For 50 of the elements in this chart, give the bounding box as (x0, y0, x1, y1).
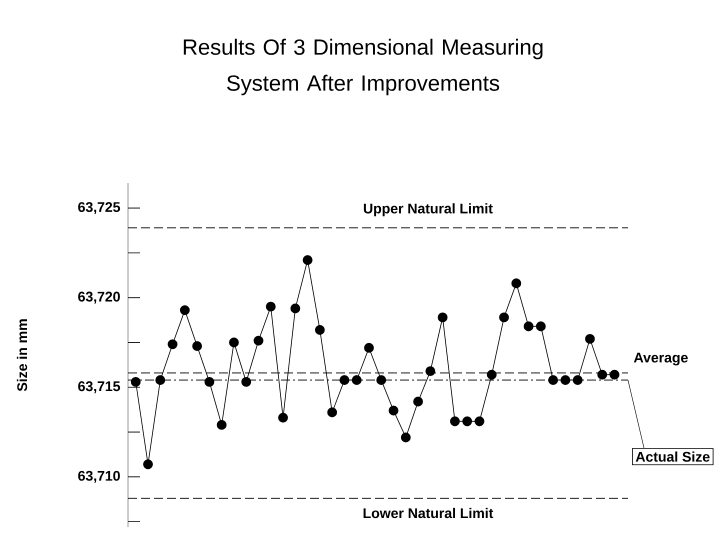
chart-title: Results Of 3 Dimensional Measuring System After Improvements (184, 38, 542, 96)
y-tick-label: 63,710 (78, 470, 120, 483)
ref-line-label: Average (634, 352, 688, 366)
point (511, 278, 522, 288)
point (572, 375, 583, 385)
point (278, 412, 288, 423)
point (548, 375, 558, 385)
point (400, 432, 411, 442)
point (266, 302, 276, 312)
ref-line-label: Lower Natural Limit (364, 508, 494, 518)
point (229, 338, 239, 348)
ref-line-label: Actual Size (636, 451, 710, 462)
point (610, 370, 620, 380)
y-tick-label: 63,720 (78, 292, 120, 304)
point (486, 370, 497, 380)
point (438, 312, 448, 322)
point (216, 420, 227, 430)
point (376, 375, 386, 385)
point (425, 366, 436, 376)
point (302, 255, 312, 265)
point (254, 336, 264, 346)
point (290, 304, 300, 314)
point (204, 376, 214, 387)
point (524, 321, 534, 332)
point (388, 406, 398, 416)
point (241, 376, 252, 387)
point (450, 416, 460, 426)
point (314, 325, 325, 335)
point (413, 396, 423, 406)
y-axis-title: Size in mm (16, 319, 28, 392)
point (364, 342, 374, 353)
point (474, 416, 484, 426)
point (340, 375, 350, 385)
y-tick-label: 63,725 (78, 202, 120, 214)
point (192, 341, 202, 351)
y-tick-label: 63,715 (78, 381, 120, 394)
point (585, 334, 595, 344)
point (462, 416, 472, 426)
point (560, 375, 570, 385)
point (499, 312, 509, 322)
point (180, 305, 190, 316)
point (597, 370, 608, 380)
point (352, 375, 362, 385)
point (155, 375, 166, 385)
point (327, 407, 338, 418)
ref-line-label: Upper Natural Limit (364, 203, 493, 216)
point (536, 321, 546, 332)
point (143, 459, 153, 470)
point (168, 339, 178, 350)
point (130, 376, 141, 387)
